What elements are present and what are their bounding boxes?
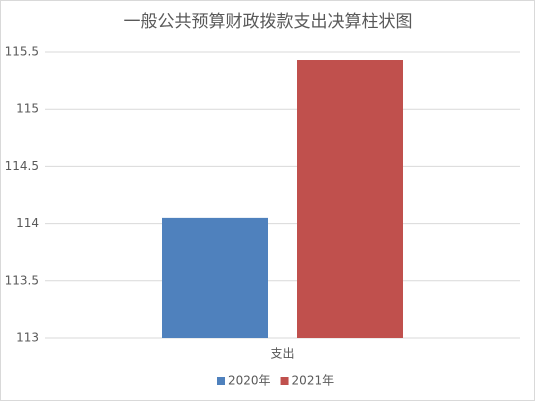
y-tick-label: 113	[16, 331, 39, 345]
bar	[297, 60, 403, 339]
legend-label: 2021年	[292, 374, 335, 388]
legend-label: 2020年	[228, 374, 271, 388]
x-tick-label: 支出	[270, 347, 294, 361]
y-tick-label: 114	[16, 216, 39, 230]
y-tick-label: 115.5	[5, 45, 39, 59]
bar	[162, 217, 268, 338]
legend-swatch	[280, 377, 289, 385]
chart-title: 一般公共预算财政拨款支出决算柱状图	[124, 12, 413, 32]
y-tick-label: 114.5	[5, 159, 39, 173]
y-tick-label: 115	[16, 102, 39, 116]
y-tick-label: 113.5	[5, 273, 39, 287]
legend-swatch	[217, 377, 225, 385]
